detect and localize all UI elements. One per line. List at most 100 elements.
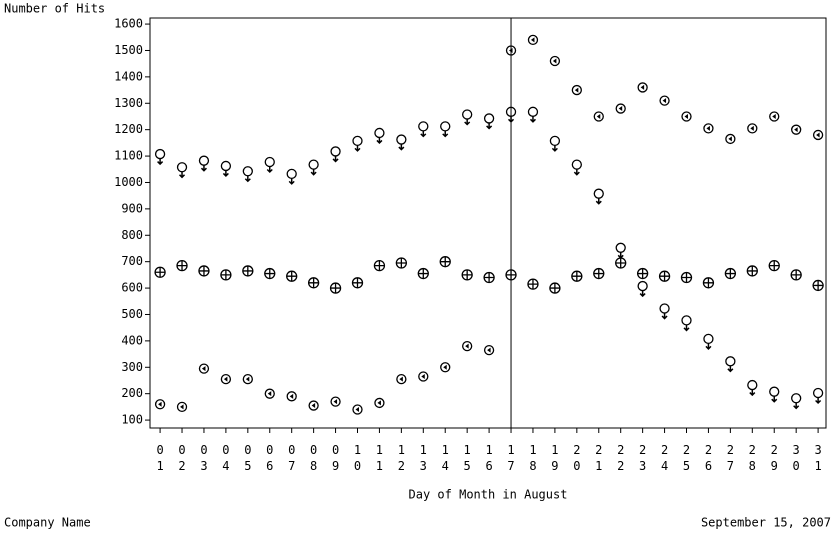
marker-cross bbox=[659, 271, 670, 282]
marker-tail bbox=[617, 252, 624, 259]
marker-ring bbox=[308, 159, 319, 170]
marker-arrow bbox=[596, 113, 601, 119]
marker-arrow bbox=[158, 401, 162, 407]
y-tick-label: 1000 bbox=[114, 175, 143, 189]
data-point bbox=[373, 259, 386, 272]
marker-ring bbox=[198, 363, 210, 374]
data-point bbox=[549, 55, 561, 67]
marker-arrow bbox=[355, 407, 359, 413]
marker-ring bbox=[418, 121, 429, 132]
data-point bbox=[812, 279, 824, 292]
footer-left: Company Name bbox=[4, 516, 91, 530]
y-tick-label: 1200 bbox=[114, 122, 143, 136]
data-point bbox=[571, 159, 582, 176]
data-point bbox=[812, 129, 824, 141]
marker-ring bbox=[681, 111, 692, 122]
data-point bbox=[330, 146, 341, 163]
marker-tail bbox=[705, 343, 712, 350]
marker-cross bbox=[308, 277, 319, 288]
marker-tail bbox=[551, 145, 558, 152]
marker-arrow bbox=[333, 399, 338, 405]
data-point bbox=[461, 269, 473, 281]
marker-cross bbox=[418, 268, 429, 279]
marker-arrow bbox=[640, 84, 645, 90]
marker-arrow bbox=[772, 113, 776, 119]
marker-arrow bbox=[201, 366, 206, 372]
data-point bbox=[549, 135, 561, 152]
marker-ring bbox=[571, 84, 582, 96]
marker-cross bbox=[813, 280, 824, 291]
marker-ring bbox=[637, 280, 648, 292]
data-point bbox=[308, 400, 319, 411]
marker-ring bbox=[220, 374, 232, 385]
data-point bbox=[242, 265, 254, 277]
data-point bbox=[396, 374, 407, 385]
marker-tail bbox=[486, 122, 493, 130]
marker-ring bbox=[330, 146, 341, 157]
data-point bbox=[483, 344, 495, 356]
marker-cross bbox=[330, 283, 341, 294]
data-point bbox=[395, 257, 408, 269]
marker-tail bbox=[442, 130, 449, 138]
marker-arrow bbox=[509, 47, 513, 53]
marker-ring bbox=[505, 45, 517, 56]
data-point bbox=[396, 134, 407, 151]
marker-ring bbox=[440, 362, 451, 373]
data-point bbox=[242, 374, 253, 385]
marker-tail bbox=[683, 324, 690, 332]
data-point bbox=[418, 371, 429, 382]
marker-arrow bbox=[728, 136, 732, 142]
y-tick-label: 300 bbox=[121, 360, 143, 374]
marker-cross bbox=[264, 268, 275, 279]
data-point bbox=[527, 34, 539, 46]
marker-tail bbox=[595, 198, 602, 205]
marker-cross bbox=[769, 260, 780, 271]
data-point bbox=[812, 387, 824, 405]
data-point bbox=[154, 148, 166, 166]
marker-tail bbox=[398, 144, 405, 151]
data-point bbox=[791, 393, 802, 410]
y-tick-label: 600 bbox=[121, 281, 143, 295]
marker-ring bbox=[418, 371, 429, 382]
marker-ring bbox=[286, 391, 297, 402]
marker-ring bbox=[725, 356, 736, 367]
marker-arrow bbox=[443, 364, 447, 370]
data-point bbox=[636, 267, 649, 280]
y-tick-label: 1300 bbox=[114, 96, 143, 110]
plot-frame bbox=[149, 17, 827, 429]
data-point bbox=[615, 257, 627, 269]
y-tick-label: 200 bbox=[121, 386, 143, 400]
marker-ring bbox=[659, 95, 670, 106]
marker-cross bbox=[440, 256, 451, 267]
data-point bbox=[439, 256, 451, 268]
marker-ring bbox=[593, 111, 604, 122]
data-point bbox=[790, 269, 802, 281]
marker-ring bbox=[527, 34, 539, 46]
marker-arrow bbox=[684, 113, 689, 119]
marker-cross bbox=[681, 272, 692, 283]
marker-tail bbox=[508, 116, 515, 123]
marker-ring bbox=[615, 103, 626, 114]
marker-cross bbox=[571, 271, 582, 282]
marker-arrow bbox=[180, 404, 184, 410]
marker-ring bbox=[396, 134, 407, 145]
data-point bbox=[286, 168, 297, 185]
marker-tail bbox=[793, 402, 800, 410]
marker-arrow bbox=[421, 374, 425, 380]
marker-arrow bbox=[574, 87, 579, 93]
marker-tail bbox=[661, 313, 668, 320]
marker-ring bbox=[527, 106, 539, 117]
data-point bbox=[571, 84, 582, 96]
marker-ring bbox=[330, 396, 341, 407]
marker-ring bbox=[549, 135, 561, 147]
